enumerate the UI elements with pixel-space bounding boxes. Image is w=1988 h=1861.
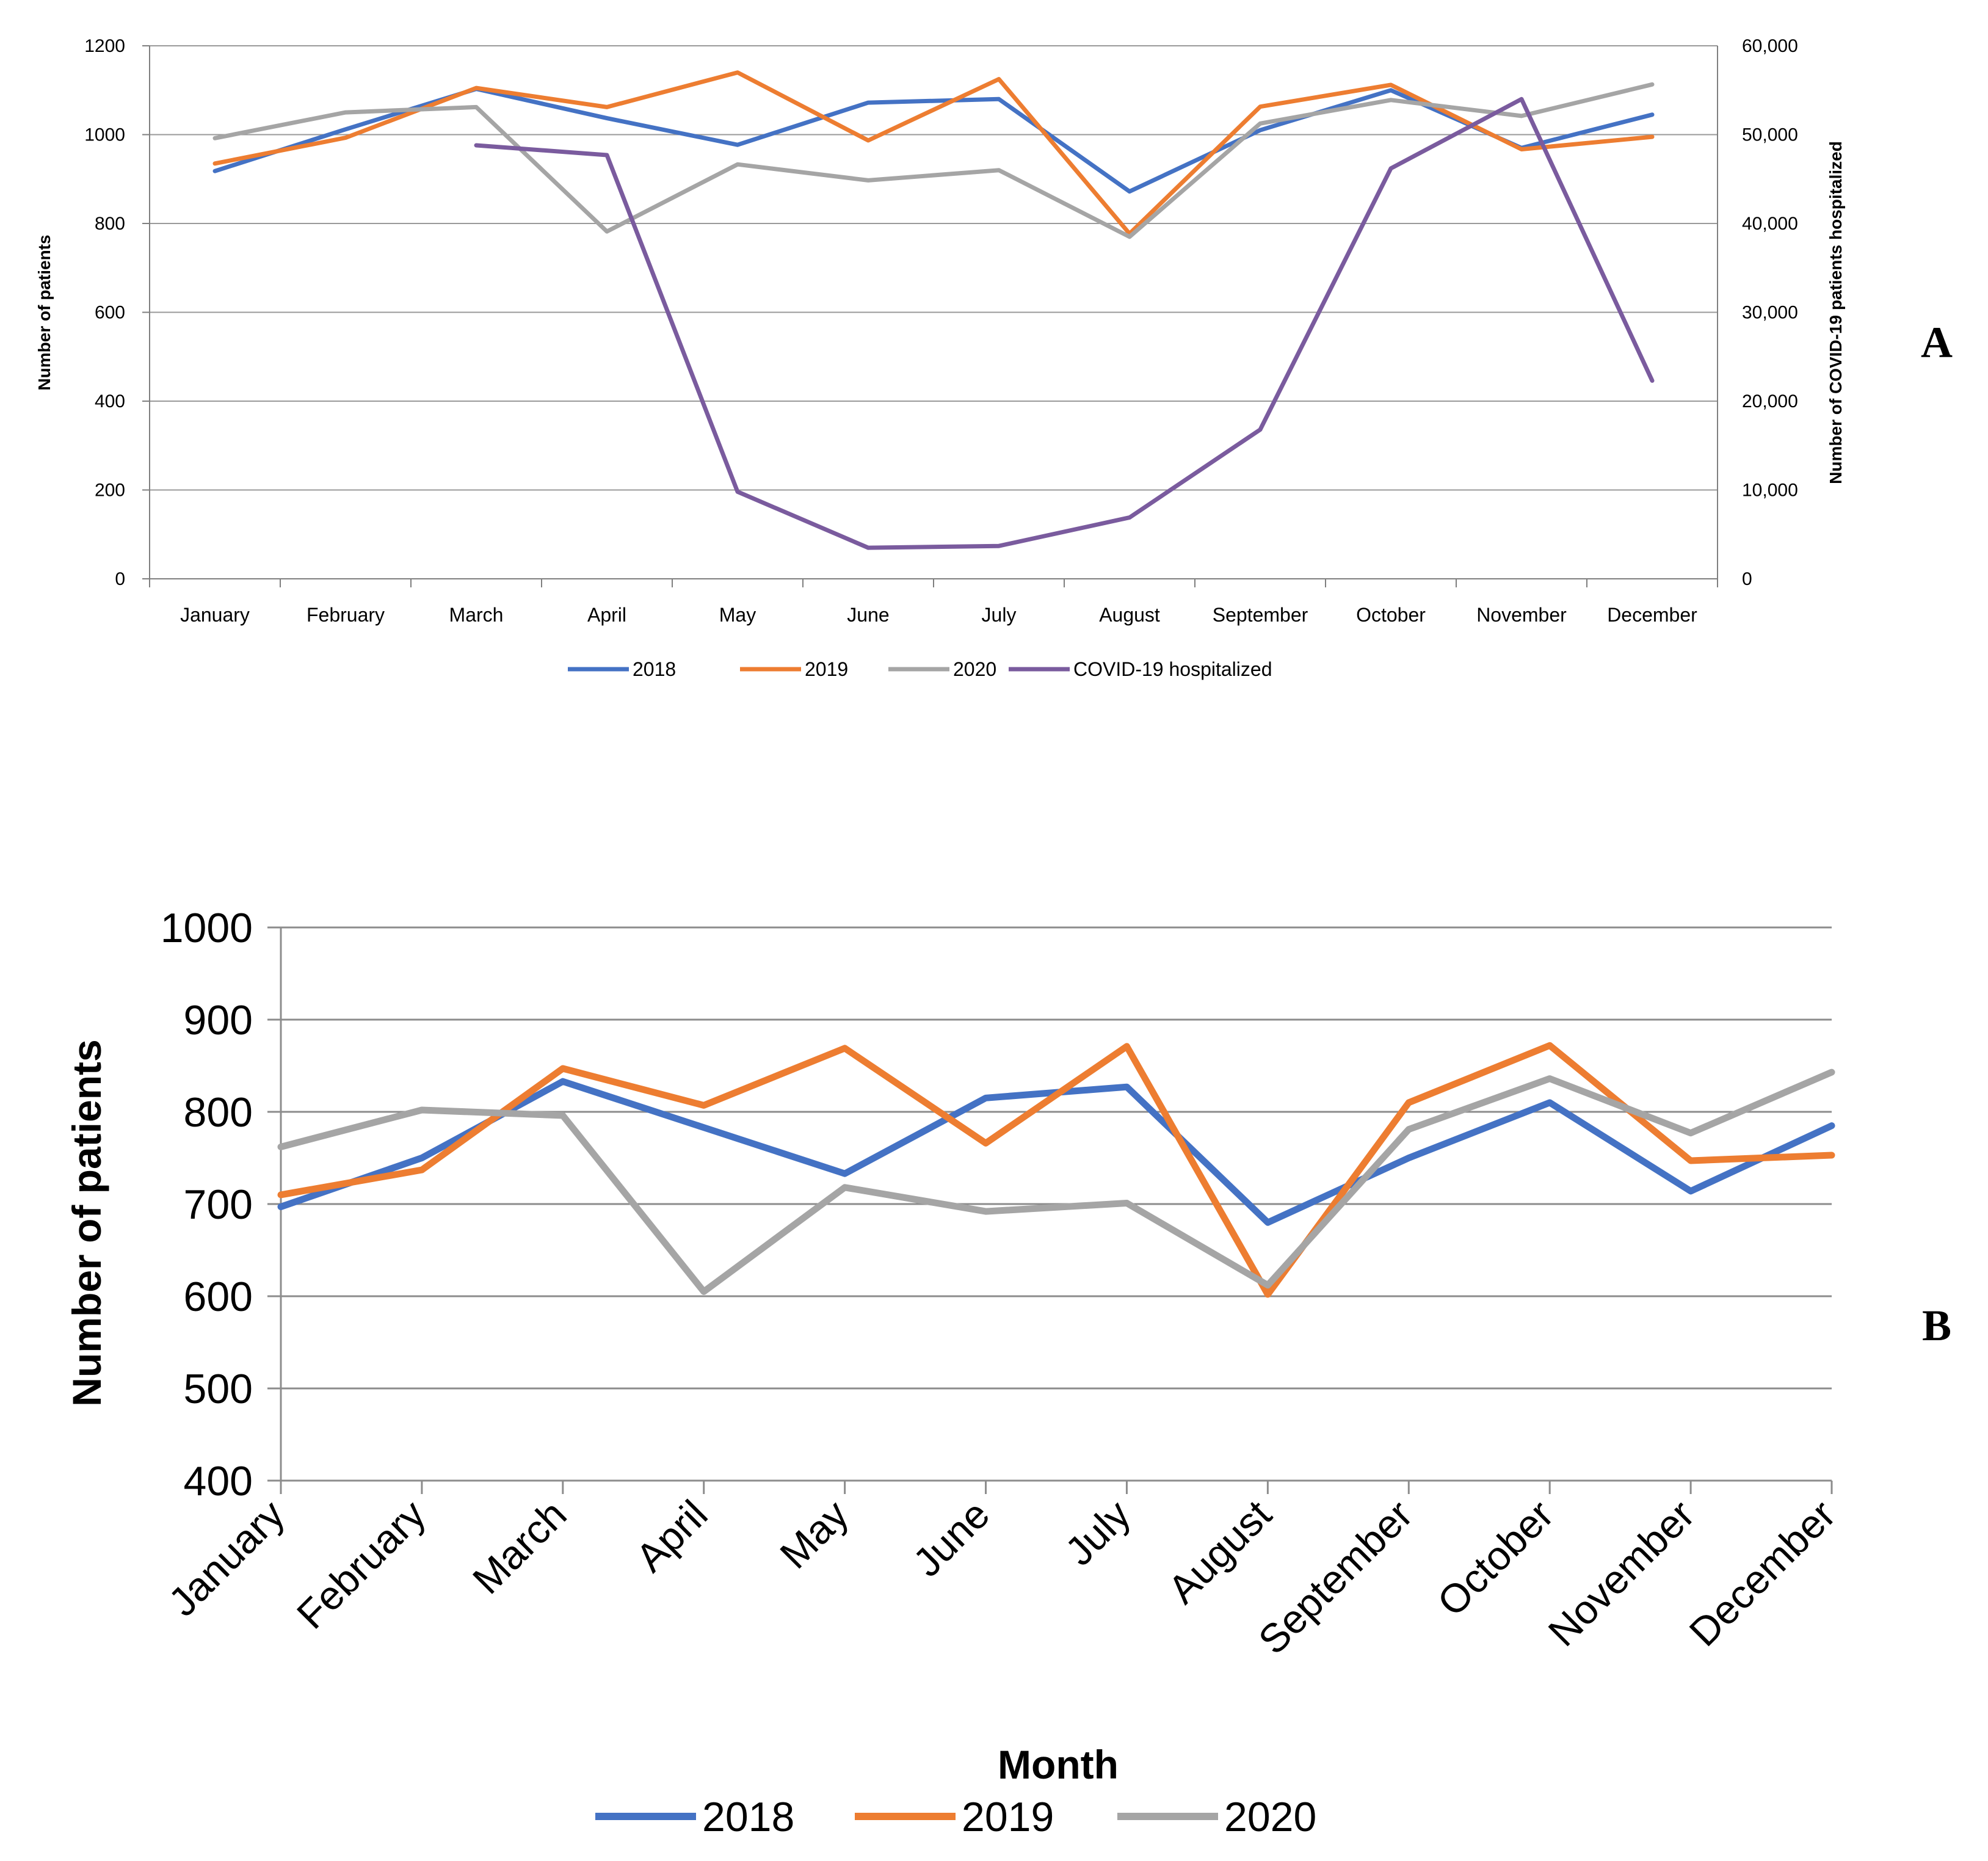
x-tick-label: October [1356, 604, 1426, 626]
y-tick-label: 900 [184, 997, 253, 1043]
chart-b-series-lines [277, 1042, 1835, 1298]
chart-b-gridlines [281, 926, 1832, 1390]
y-tick-label: 1000 [161, 905, 253, 951]
legend-label: COVID-19 hospitalized [1073, 658, 1272, 680]
y-tick-label: 400 [184, 1458, 253, 1504]
legend-label: 2018 [633, 658, 676, 680]
chart-a: 0 200 400 600 800 1000 1200 0 10,000 20,000 30,000… [35, 36, 1953, 680]
x-tick-label: August [1099, 604, 1160, 626]
x-tick-label: September [1213, 604, 1308, 626]
x-tick-label: April [627, 1492, 716, 1581]
x-tick-label: July [982, 604, 1017, 626]
right-y-tick-label: 20,000 [1742, 391, 1798, 412]
x-tick-label: July [1056, 1492, 1139, 1574]
series-line-covid-19-hospitalized [474, 96, 1655, 550]
y-tick-label: 600 [95, 303, 125, 323]
x-tick-label: February [307, 604, 385, 626]
x-tick-label: February [288, 1492, 434, 1638]
chart-a-series-lines [212, 70, 1655, 550]
right-y-tick-label: 0 [1742, 569, 1752, 589]
x-tick-label: May [771, 1492, 857, 1577]
right-y-tick-label: 30,000 [1742, 303, 1798, 323]
y-tick-label: 800 [184, 1089, 253, 1136]
x-tick-label: December [1680, 1492, 1844, 1655]
right-y-tick-label: 60,000 [1742, 36, 1798, 56]
x-tick-label: April [587, 604, 626, 626]
x-tick-label: January [160, 1492, 293, 1625]
y-tick-label: 1200 [84, 36, 125, 56]
chart-b-legend: 2018 2019 2020 [595, 1794, 1316, 1840]
y-tick-label: 1000 [84, 125, 125, 145]
legend-label: 2019 [962, 1794, 1054, 1840]
right-y-tick-label: 50,000 [1742, 125, 1798, 145]
chart-b-y-axis-label: Number of patients [64, 1039, 109, 1406]
chart-a-axes [142, 45, 1718, 587]
x-tick-label: March [449, 604, 504, 626]
panel-label-a: A [1921, 318, 1953, 367]
legend-label: 2018 [702, 1794, 794, 1840]
series-line-2019 [277, 1042, 1835, 1298]
x-tick-label: January [180, 604, 250, 626]
y-tick-label: 0 [115, 569, 125, 589]
y-tick-label: 400 [95, 391, 125, 412]
y-tick-label: 800 [95, 214, 125, 234]
y-tick-label: 600 [184, 1274, 253, 1320]
x-tick-label: May [719, 604, 756, 626]
chart-a-legend: 2018 2019 2020 COVID-19 hospitalized [568, 658, 1272, 680]
x-tick-label: September [1250, 1492, 1421, 1663]
panel-label-b: B [1922, 1301, 1951, 1350]
y-tick-label: 500 [184, 1366, 253, 1412]
chart-a-tick-labels: 0 200 400 600 800 1000 1200 0 10,000 20,000 30,000… [84, 36, 1798, 626]
series-line-2019 [212, 70, 1655, 236]
x-tick-label: November [1476, 604, 1567, 626]
y-tick-label: 700 [184, 1181, 253, 1228]
legend-label: 2019 [805, 658, 848, 680]
chart-a-gridlines [150, 45, 1718, 491]
x-tick-label: October [1429, 1492, 1562, 1625]
x-tick-label: June [847, 604, 889, 626]
x-tick-label: November [1539, 1492, 1703, 1655]
x-tick-label: June [904, 1492, 998, 1586]
chart-a-right-y-axis-label: Number of COVID-19 patients hospitalized [1826, 141, 1845, 484]
chart-b-x-axis-label: Month [998, 1742, 1119, 1787]
x-tick-label: March [464, 1492, 575, 1603]
y-tick-label: 200 [95, 481, 125, 501]
right-y-tick-label: 40,000 [1742, 214, 1798, 234]
chart-a-y-axis-label: Number of patients [35, 234, 54, 390]
x-tick-label: December [1607, 604, 1697, 626]
series-line-2020 [277, 1068, 1835, 1295]
series-line-2020 [212, 82, 1655, 239]
x-tick-label: August [1159, 1492, 1280, 1613]
legend-label: 2020 [1224, 1794, 1316, 1840]
right-y-tick-label: 10,000 [1742, 481, 1798, 501]
legend-label: 2020 [953, 658, 996, 680]
